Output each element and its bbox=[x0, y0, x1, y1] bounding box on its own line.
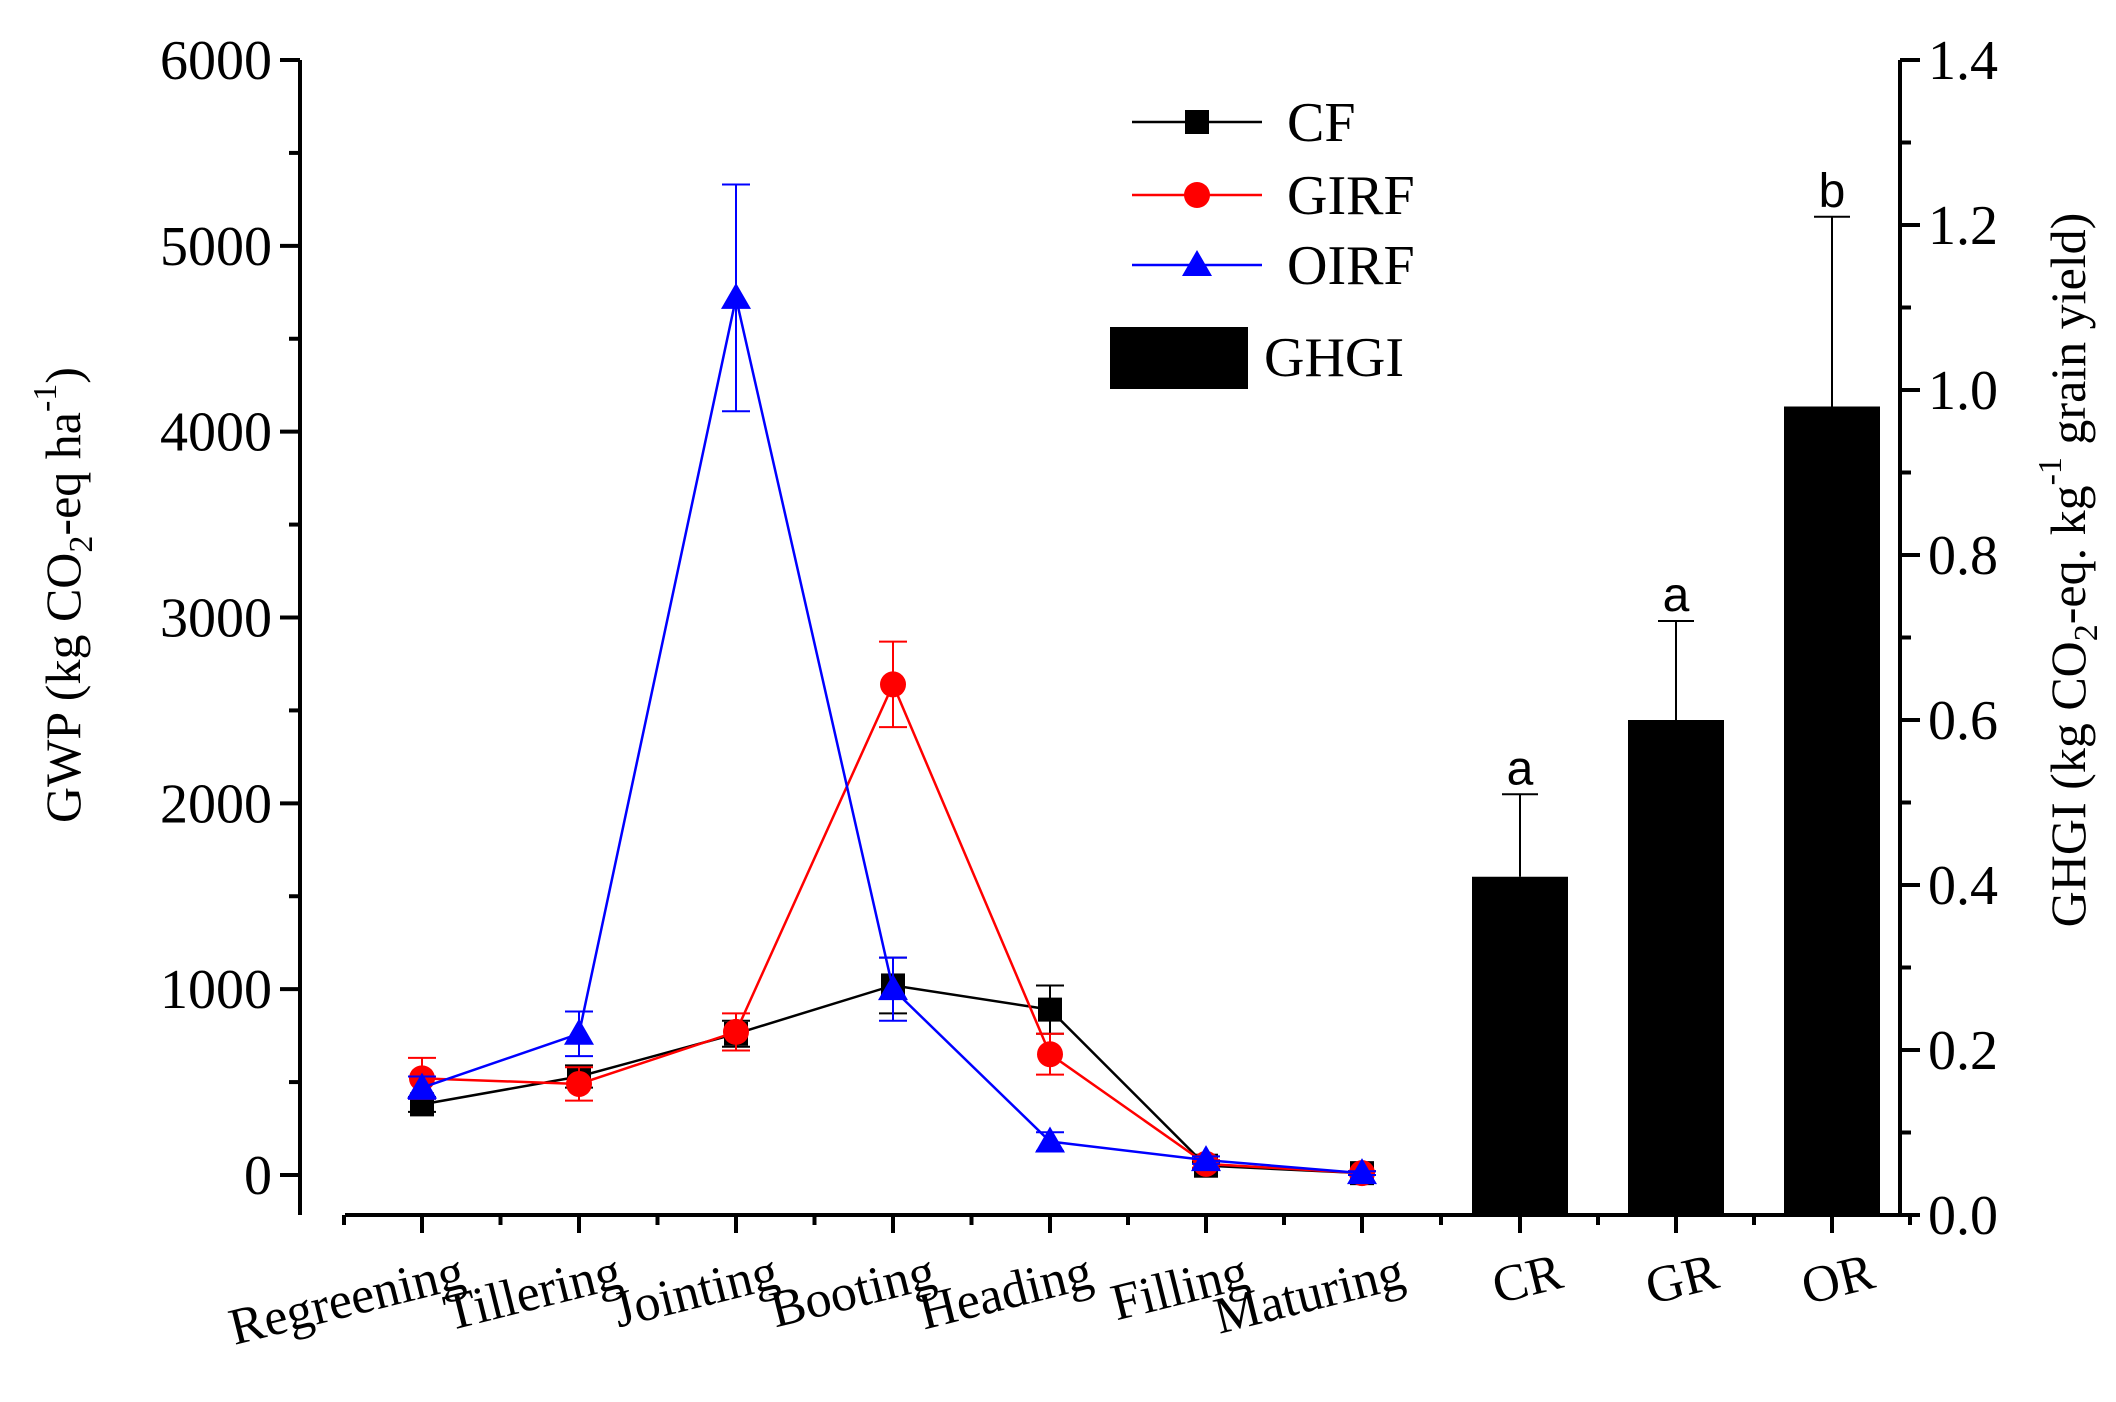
data-point bbox=[564, 1018, 594, 1045]
significance-letter: a bbox=[1663, 569, 1690, 622]
legend-label: GIRF bbox=[1287, 165, 1415, 227]
left-tick-label: 3000 bbox=[160, 588, 272, 650]
data-point bbox=[1037, 1041, 1063, 1068]
data-point bbox=[1191, 1145, 1221, 1172]
right-axis-title: GHGI (kg CO2-eq. kg-1 grain yield) bbox=[2032, 213, 2105, 928]
legend-label: OIRF bbox=[1287, 235, 1415, 297]
x-category-label: CR bbox=[1487, 1243, 1568, 1315]
right-tick-label: 1.0 bbox=[1928, 360, 1998, 422]
legend-label: CF bbox=[1287, 92, 1356, 154]
data-point bbox=[407, 1072, 437, 1099]
x-category-label: Regreening bbox=[224, 1243, 470, 1356]
right-tick-label: 0.4 bbox=[1928, 855, 1998, 917]
left-tick-label: 0 bbox=[244, 1145, 272, 1207]
right-tick-label: 1.2 bbox=[1928, 195, 1998, 257]
data-point bbox=[1035, 1126, 1065, 1153]
significance-letter: b bbox=[1819, 165, 1846, 218]
data-point bbox=[723, 1018, 749, 1045]
series-line bbox=[421, 681, 1363, 1175]
series-line bbox=[421, 297, 1363, 1175]
legend-marker bbox=[1185, 110, 1209, 134]
right-tick-label: 0.8 bbox=[1928, 525, 1998, 587]
data-point bbox=[1347, 1158, 1377, 1185]
data-point bbox=[878, 974, 908, 1001]
right-tick-label: 0.0 bbox=[1928, 1185, 1998, 1247]
ghgi-bar bbox=[1628, 720, 1724, 1215]
left-tick-label: 6000 bbox=[160, 30, 272, 92]
legend-marker bbox=[1182, 250, 1212, 276]
bars: a a b bbox=[1472, 165, 1880, 1215]
x-category-label: Jointing bbox=[608, 1243, 784, 1339]
x-category-label: Tillering bbox=[438, 1243, 627, 1342]
right-tick-label: 1.4 bbox=[1928, 30, 1998, 92]
series-oirf bbox=[407, 183, 1377, 1185]
data-point bbox=[1038, 997, 1062, 1022]
series-girf bbox=[408, 640, 1376, 1187]
right-tick-label: 0.2 bbox=[1928, 1020, 1998, 1082]
ghgi-bar bbox=[1784, 406, 1880, 1215]
data-point bbox=[880, 671, 906, 698]
legend-marker bbox=[1184, 182, 1210, 208]
left-axis-title: GWP (kg CO2-eq ha-1) bbox=[27, 367, 100, 823]
x-category-label: GR bbox=[1640, 1243, 1724, 1316]
ghgi-bar bbox=[1472, 876, 1568, 1215]
data-point bbox=[566, 1070, 592, 1097]
left-tick-label: 5000 bbox=[160, 216, 272, 278]
legend-label: GHGI bbox=[1264, 327, 1404, 389]
x-category-label: Heading bbox=[913, 1243, 1098, 1341]
significance-letter: a bbox=[1507, 742, 1534, 795]
left-tick-label: 2000 bbox=[160, 773, 272, 835]
right-tick-label: 0.6 bbox=[1928, 690, 1998, 752]
left-tick-label: 1000 bbox=[160, 959, 272, 1021]
left-tick-label: 4000 bbox=[160, 402, 272, 464]
x-category-label: OR bbox=[1796, 1243, 1880, 1316]
legend-bar-swatch bbox=[1110, 327, 1248, 389]
lines bbox=[407, 183, 1377, 1187]
legend: CF GIRF OIRF GHGI bbox=[1110, 92, 1415, 389]
data-point bbox=[721, 282, 751, 309]
